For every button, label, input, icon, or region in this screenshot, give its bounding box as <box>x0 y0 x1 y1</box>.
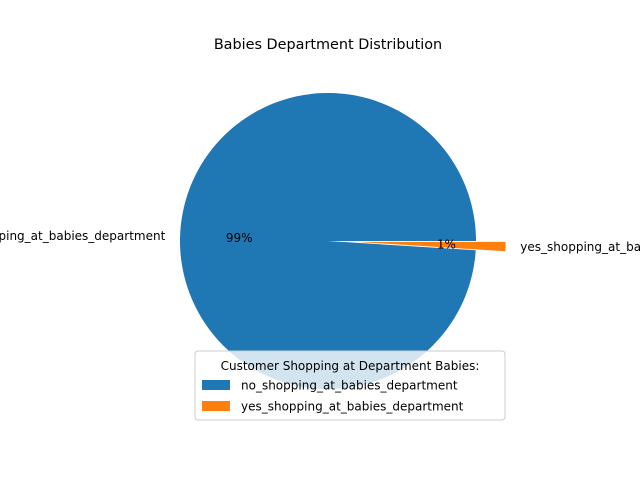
pct-label-yes-shopping: 1% <box>437 238 456 252</box>
category-label-no-shopping: no_shopping_at_babies_department <box>0 229 166 243</box>
category-label-yes-shopping: yes_shopping_at_babies_department <box>520 240 640 254</box>
legend-label-no-shopping: no_shopping_at_babies_department <box>241 379 458 393</box>
pie-labels: 99% no_shopping_at_babies_department 1% yes… <box>0 229 640 254</box>
chart-title: Babies Department Distribution <box>214 37 442 53</box>
legend-frame <box>194 350 506 421</box>
legend-swatch-yes-shopping <box>202 401 230 411</box>
legend-swatch-no-shopping <box>202 380 230 390</box>
legend: Customer Shopping at Department Babies: … <box>194 350 506 421</box>
legend-label-yes-shopping: yes_shopping_at_babies_department <box>241 400 464 414</box>
pie-slice-yes-shopping <box>357 241 506 252</box>
pie-slice-no-shopping <box>179 92 477 389</box>
pct-label-no-shopping: 99% <box>226 231 253 245</box>
legend-title: Customer Shopping at Department Babies: <box>221 359 480 373</box>
pie-slices <box>179 92 506 389</box>
